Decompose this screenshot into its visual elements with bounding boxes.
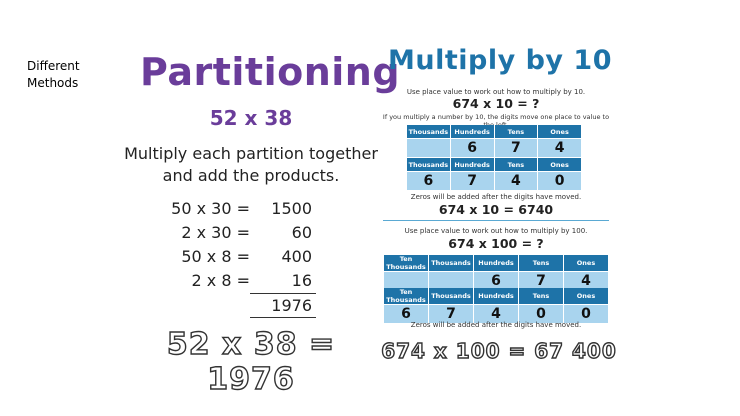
header-thousands: Thousands <box>429 288 473 304</box>
partition-expression: 50 x 8 = <box>181 247 250 266</box>
partition-total: 1976 <box>271 296 312 315</box>
partition-row-1: 50 x 30 = 1500 <box>140 199 320 221</box>
header-tens: Tens <box>519 255 563 271</box>
header-thousands: Thousands <box>407 158 450 171</box>
section2-question: 674 x 100 = ? <box>448 236 544 251</box>
header-tens: Tens <box>519 288 563 304</box>
header-ten-thousands: Ten Thousands <box>384 288 428 304</box>
header-thousands: Thousands <box>429 255 473 271</box>
digit-cell: 7 <box>519 272 563 290</box>
header-hundreds: Hundreds <box>474 288 518 304</box>
header-hundreds: Hundreds <box>450 125 494 138</box>
header-ones: Ones <box>564 255 608 271</box>
partition-row-2: 2 x 30 = 60 <box>140 223 320 245</box>
partitioning-title: Partitioning <box>140 50 401 94</box>
place-value-table-100-after: Ten Thousands Thousands Hundreds Tens On… <box>383 287 609 324</box>
partition-product: 60 <box>291 223 312 242</box>
header-hundreds: Hundreds <box>474 255 518 271</box>
corner-label: Different Methods <box>27 59 80 90</box>
instruction-line-1: Multiply each partition together <box>124 144 378 163</box>
digit-cell: 4 <box>538 139 581 157</box>
digit-cell: 0 <box>519 305 563 323</box>
header-ones: Ones <box>538 125 581 138</box>
digit-cell <box>407 139 450 157</box>
digit-cell: 7 <box>450 172 494 190</box>
partition-expression: 2 x 30 = <box>181 223 250 242</box>
header-ones: Ones <box>538 158 581 171</box>
digit-cell: 6 <box>450 139 494 157</box>
digit-cell: 4 <box>474 305 518 323</box>
digit-cell: 4 <box>564 272 608 290</box>
partitioning-result: 52 x 38 = 1976 <box>166 326 336 397</box>
header-hundreds: Hundreds <box>450 158 494 171</box>
place-value-table-10-before: Thousands Hundreds Tens Ones 6 7 4 <box>406 124 582 158</box>
digit-cell: 7 <box>494 139 538 157</box>
partitioning-subtitle: 52 x 38 <box>209 106 293 130</box>
section1-question: 674 x 10 = ? <box>452 96 540 111</box>
digit-cell: 6 <box>474 272 518 290</box>
place-value-table-100-before: Ten Thousands Thousands Hundreds Tens On… <box>383 254 609 291</box>
header-ten-thousands: Ten Thousands <box>384 255 428 271</box>
partition-product: 16 <box>291 271 312 290</box>
digit-cell <box>429 272 473 290</box>
partition-row-4: 2 x 8 = 16 <box>140 271 320 293</box>
digit-cell: 6 <box>384 305 428 323</box>
digit-cell: 7 <box>429 305 473 323</box>
section2-instruction: Use place value to work out how to multi… <box>404 227 588 235</box>
partition-total-row: 1976 <box>140 296 320 318</box>
header-tens: Tens <box>494 158 538 171</box>
partition-expression: 50 x 30 = <box>171 199 250 218</box>
sum-line-top <box>250 293 316 294</box>
section-divider <box>383 220 609 221</box>
digit-cell: 6 <box>407 172 450 190</box>
header-thousands: Thousands <box>407 125 450 138</box>
place-value-table-10-after: Thousands Hundreds Tens Ones 6 7 4 0 <box>406 157 582 191</box>
section1-instruction: Use place value to work out how to multi… <box>406 88 586 96</box>
instruction-line-2: and add the products. <box>162 166 340 185</box>
partition-expression: 2 x 8 = <box>191 271 251 290</box>
digit-cell: 0 <box>564 305 608 323</box>
section1-zeros-note: Zeros will be added after the digits hav… <box>410 193 582 201</box>
header-tens: Tens <box>494 125 538 138</box>
section1-answer: 674 x 10 = 6740 <box>438 202 554 217</box>
digit-cell: 4 <box>494 172 538 190</box>
multiply-result: 674 x 100 = 67 400 <box>381 338 617 363</box>
partition-row-3: 50 x 8 = 400 <box>140 247 320 269</box>
section2-zeros-note: Zeros will be added after the digits hav… <box>410 321 582 329</box>
multiply-title: Multiply by 10 <box>388 45 612 76</box>
header-ones: Ones <box>564 288 608 304</box>
partitioning-instruction: Multiply each partition together and add… <box>120 143 382 187</box>
partition-product: 400 <box>281 247 312 266</box>
digit-cell <box>384 272 428 290</box>
sum-line-bottom <box>250 317 316 318</box>
partition-product: 1500 <box>271 199 312 218</box>
digit-cell: 0 <box>538 172 581 190</box>
